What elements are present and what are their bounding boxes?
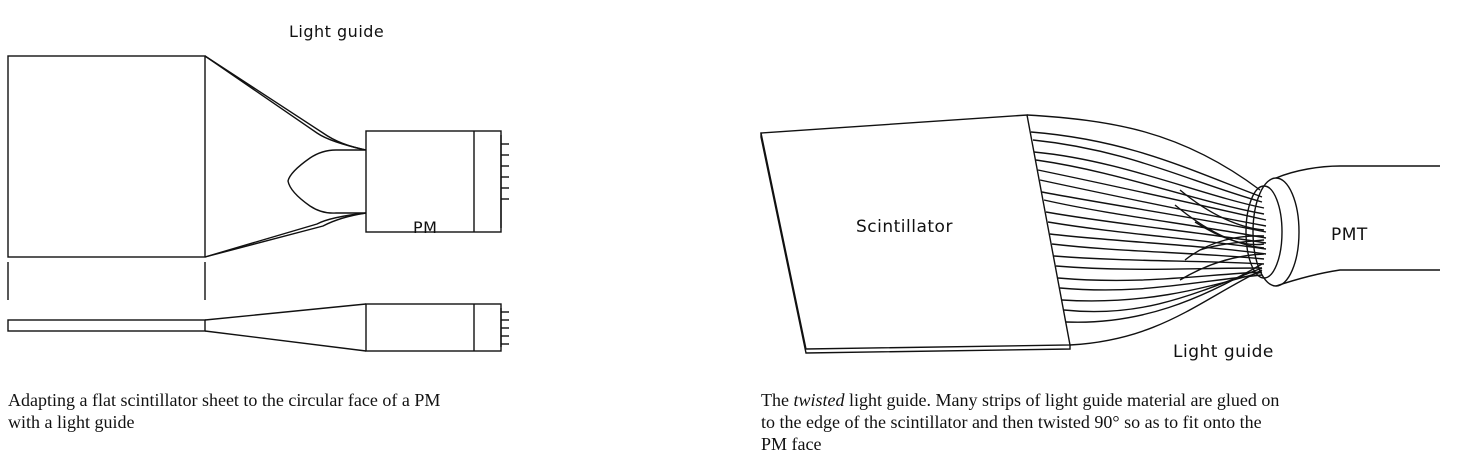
twisted-light-guide [1026,114,1267,346]
light-guide-side [204,303,367,352]
left-side-view [7,303,509,352]
scintillator-sheet-side [7,319,206,332]
pmt [1245,165,1440,287]
label-light-guide-right: Light guide [1173,342,1274,362]
caption-right-italic-word: twisted [793,390,845,410]
label-pm: PM [413,218,437,237]
photomultiplier-top [365,130,509,233]
caption-left-line-1: Adapting a flat scintillator sheet to th… [8,390,441,410]
caption-right-line-1-post: light guide. Many strips of light guide … [844,390,1280,410]
label-scintillator: Scintillator [856,217,953,237]
caption-left: Adapting a flat scintillator sheet to th… [8,389,648,433]
caption-left-line-2: with a light guide [8,412,135,432]
right-figure [760,114,1440,354]
label-light-guide-left: Light guide [289,22,384,41]
photomultiplier-side [365,303,509,352]
caption-right-line-3: PM face [761,434,822,454]
scintillator-sheet-top [7,55,206,258]
caption-right-line-1: The twisted light guide. Many strips of … [761,389,1469,411]
left-top-view [7,55,509,300]
caption-right: The twisted light guide. Many strips of … [761,389,1469,455]
light-guide-top [204,55,367,258]
caption-right-line-1-pre: The [761,390,794,410]
label-pmt: PMT [1331,225,1368,245]
caption-right-line-2: to the edge of the scintillator and then… [761,412,1262,432]
